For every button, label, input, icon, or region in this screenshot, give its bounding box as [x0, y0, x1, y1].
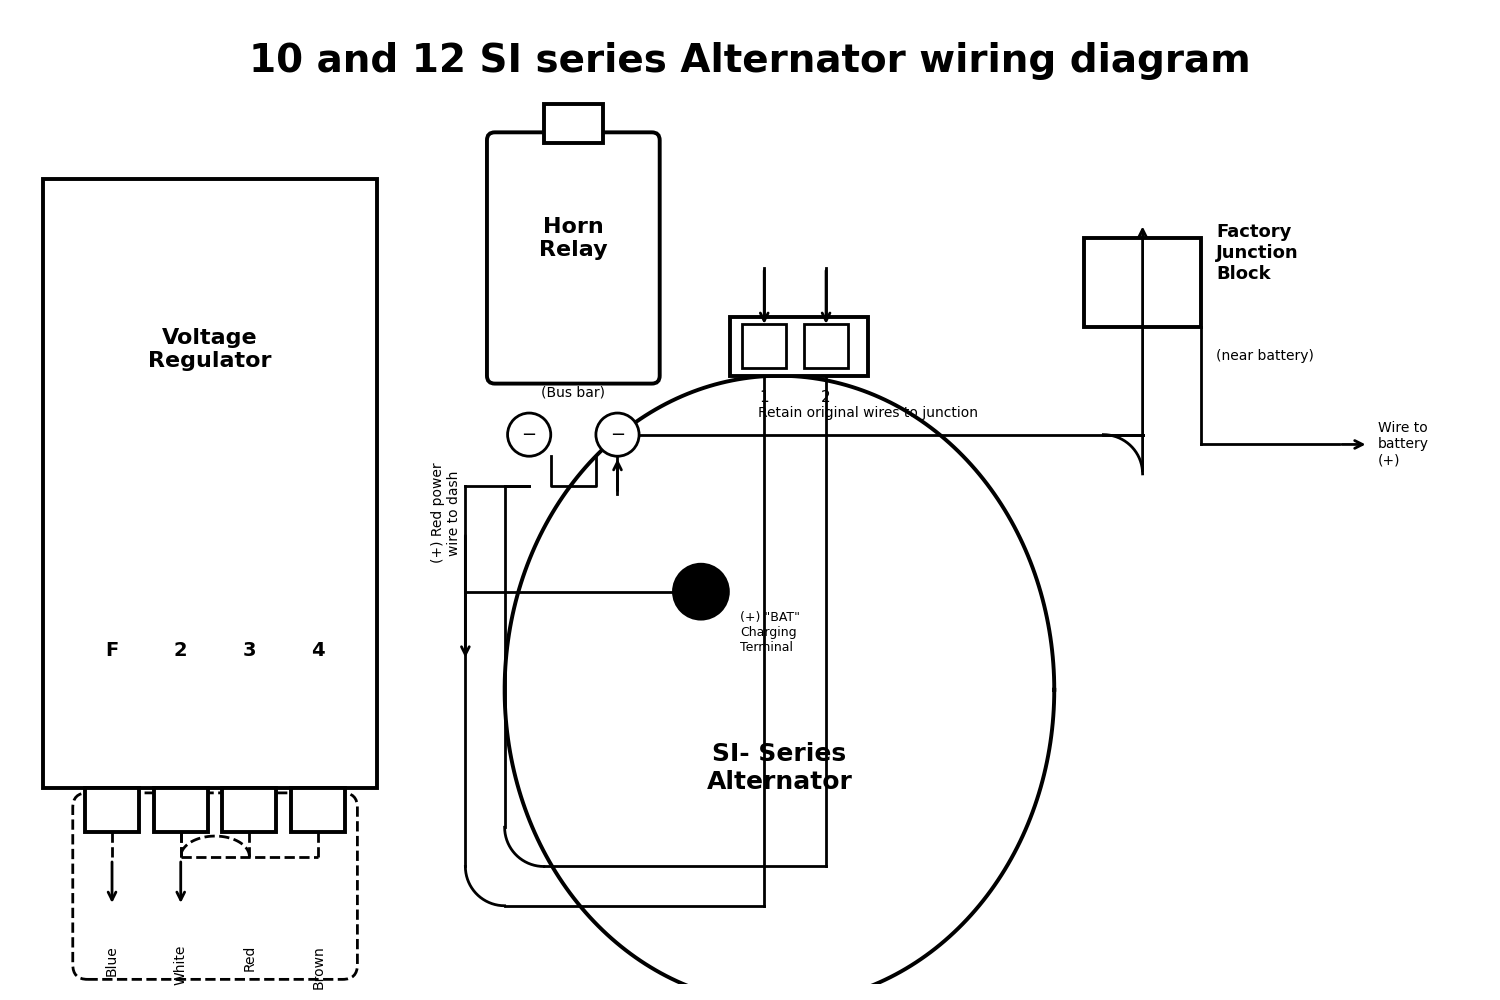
Text: Retain original wires to junction: Retain original wires to junction — [758, 406, 978, 420]
Circle shape — [596, 413, 639, 456]
Bar — [1083, 238, 1202, 327]
Polygon shape — [504, 376, 1054, 1000]
Text: 10 and 12 SI series Alternator wiring diagram: 10 and 12 SI series Alternator wiring di… — [249, 42, 1251, 80]
Text: (near battery): (near battery) — [1216, 349, 1314, 363]
Bar — [742, 324, 786, 368]
Bar — [730, 317, 868, 376]
Bar — [291, 788, 345, 832]
Text: (+) "BAT"
Charging
Terminal: (+) "BAT" Charging Terminal — [740, 611, 800, 654]
Bar — [153, 788, 207, 832]
FancyBboxPatch shape — [488, 132, 660, 384]
Text: Wire to
battery
(+): Wire to battery (+) — [1378, 421, 1429, 468]
Text: −: − — [610, 426, 626, 444]
Circle shape — [507, 413, 550, 456]
Text: SI- Series
Alternator: SI- Series Alternator — [706, 742, 852, 794]
Text: Red: Red — [243, 945, 256, 971]
Circle shape — [674, 564, 729, 619]
Text: 2: 2 — [822, 390, 831, 405]
Text: Voltage
Regulator: Voltage Regulator — [148, 328, 272, 371]
Text: Blue: Blue — [105, 945, 118, 976]
Text: Horn
Relay: Horn Relay — [538, 217, 608, 260]
Text: 3: 3 — [243, 641, 256, 660]
Bar — [44, 179, 376, 788]
Text: (Bus bar): (Bus bar) — [542, 386, 606, 400]
Text: F: F — [105, 641, 118, 660]
Text: White: White — [174, 945, 188, 985]
Text: 1: 1 — [759, 390, 770, 405]
Text: (+) Red power
wire to dash: (+) Red power wire to dash — [430, 463, 460, 563]
Text: Factory
Junction
Block: Factory Junction Block — [1216, 223, 1299, 283]
Text: 2: 2 — [174, 641, 188, 660]
Bar — [804, 324, 847, 368]
Bar — [544, 104, 603, 143]
Text: −: − — [522, 426, 537, 444]
Bar — [222, 788, 276, 832]
Bar — [86, 788, 140, 832]
Text: 4: 4 — [312, 641, 326, 660]
Text: Brown: Brown — [310, 945, 326, 989]
